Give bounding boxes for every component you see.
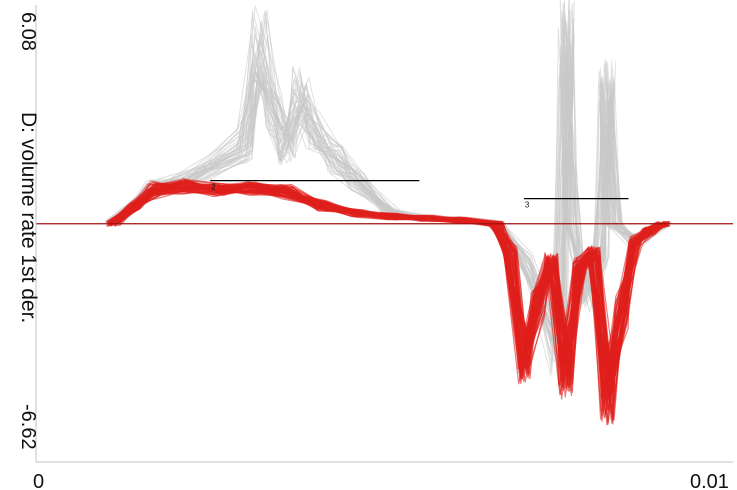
background-curve-45 bbox=[104, 0, 668, 329]
x-tick-left: 0 bbox=[33, 471, 44, 490]
background-curve-42 bbox=[116, 27, 666, 363]
x-tick-right: 0.01 bbox=[690, 471, 729, 490]
highlighted-curve-69 bbox=[111, 187, 661, 413]
y-axis-label: D: volume rate 1st der. bbox=[17, 112, 40, 323]
background-curve-25 bbox=[120, 49, 663, 358]
y-tick-bottom: -6.62 bbox=[17, 404, 39, 450]
segment-markers: 23 bbox=[210, 179, 629, 210]
highlighted-curve-25 bbox=[115, 186, 666, 424]
y-tick-top: 6.08 bbox=[17, 12, 39, 51]
segment-label-1: 2 bbox=[211, 183, 216, 192]
segment-label-2: 3 bbox=[525, 201, 530, 210]
highlighted-curve-7 bbox=[113, 185, 664, 426]
background-curve-26 bbox=[116, 18, 669, 376]
